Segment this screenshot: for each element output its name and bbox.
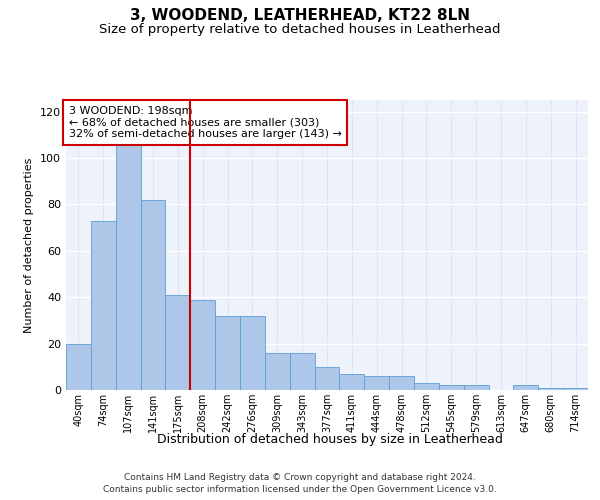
Bar: [439, 386, 464, 390]
Bar: [215, 316, 240, 390]
Bar: [116, 142, 140, 390]
Text: Distribution of detached houses by size in Leatherhead: Distribution of detached houses by size …: [157, 432, 503, 446]
Bar: [140, 200, 166, 390]
Bar: [340, 374, 364, 390]
Bar: [514, 386, 538, 390]
Bar: [240, 316, 265, 390]
Bar: [389, 376, 414, 390]
Bar: [190, 300, 215, 390]
Bar: [538, 388, 563, 390]
Text: Contains HM Land Registry data © Crown copyright and database right 2024.: Contains HM Land Registry data © Crown c…: [124, 472, 476, 482]
Bar: [91, 220, 116, 390]
Bar: [414, 383, 439, 390]
Bar: [464, 386, 488, 390]
Bar: [563, 388, 588, 390]
Bar: [290, 353, 314, 390]
Bar: [364, 376, 389, 390]
Text: 3 WOODEND: 198sqm
← 68% of detached houses are smaller (303)
32% of semi-detache: 3 WOODEND: 198sqm ← 68% of detached hous…: [68, 106, 341, 139]
Bar: [66, 344, 91, 390]
Text: Size of property relative to detached houses in Leatherhead: Size of property relative to detached ho…: [99, 22, 501, 36]
Bar: [265, 353, 290, 390]
Text: Contains public sector information licensed under the Open Government Licence v3: Contains public sector information licen…: [103, 485, 497, 494]
Bar: [314, 367, 340, 390]
Bar: [166, 295, 190, 390]
Text: 3, WOODEND, LEATHERHEAD, KT22 8LN: 3, WOODEND, LEATHERHEAD, KT22 8LN: [130, 8, 470, 22]
Y-axis label: Number of detached properties: Number of detached properties: [25, 158, 34, 332]
